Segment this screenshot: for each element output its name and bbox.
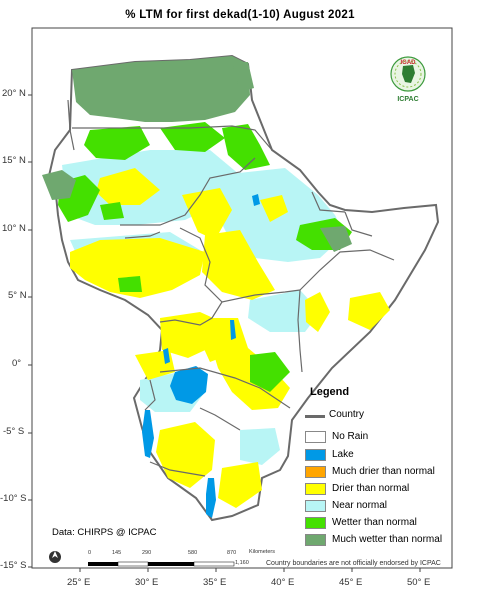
- lon-label-25e: 25° E: [67, 577, 91, 588]
- legend-item-wetter: Wetter than normal: [305, 517, 475, 531]
- scale-bar: 0 145 290 580 870 1,160 Kilometers: [85, 549, 275, 568]
- scale-tick: 0: [88, 550, 92, 556]
- lakes: [142, 194, 260, 518]
- scale-tick: 290: [142, 550, 152, 556]
- country-line-swatch: [305, 415, 325, 418]
- scale-bar-graphic: [88, 561, 235, 567]
- north-arrow: [49, 551, 61, 563]
- map-title: % LTM for first dekad(1-10) August 2021: [125, 9, 355, 21]
- legend-country-label: Country: [329, 409, 365, 420]
- legend-item-drier: Drier than normal: [305, 483, 475, 497]
- lake-turkana: [230, 320, 236, 340]
- logo-bottom-text: ICPAC: [397, 96, 419, 103]
- lake-malawi: [206, 478, 216, 518]
- igad-emblem-icon: IGAD: [390, 56, 426, 92]
- legend-label: Much drier than normal: [332, 466, 435, 477]
- boundary-disclaimer: Country boundaries are not officially en…: [266, 560, 441, 567]
- lon-label-45e: 45° E: [339, 577, 363, 588]
- country-borders: [67, 99, 395, 477]
- legend-swatch: [305, 500, 326, 512]
- lat-label-15n: 15° N: [2, 155, 26, 166]
- lon-ticks: [79, 568, 421, 572]
- legend-item-much-drier: Much drier than normal: [305, 466, 475, 480]
- lat-label-10s: -10° S: [0, 493, 27, 504]
- logo-top-text: IGAD: [401, 60, 417, 66]
- legend-item-near-normal: Near normal: [305, 500, 475, 514]
- legend-label: Drier than normal: [332, 483, 410, 494]
- lat-label-5s: -5° S: [3, 426, 25, 437]
- legend-label: Wetter than normal: [332, 517, 417, 528]
- lat-ticks: [28, 94, 32, 568]
- lat-label-20n: 20° N: [2, 88, 26, 99]
- legend-swatch: [305, 466, 326, 478]
- legend-label: No Rain: [332, 431, 369, 442]
- data-credit: Data: CHIRPS @ ICPAC: [52, 527, 157, 538]
- lat-label-10n: 10° N: [2, 223, 26, 234]
- lon-label-50e: 50° E: [407, 577, 431, 588]
- legend-swatch: [305, 517, 326, 529]
- legend-country: Country: [305, 408, 465, 422]
- legend-item-no-rain: No Rain: [305, 431, 475, 445]
- lat-label-0: 0°: [12, 358, 22, 369]
- lat-label-5n: 5° N: [8, 290, 27, 301]
- map-frame: [31, 27, 453, 569]
- legend-swatch: [305, 431, 326, 443]
- scale-unit: Kilometers: [249, 549, 275, 555]
- legend-label: Near normal: [332, 500, 388, 511]
- legend-swatch: [305, 449, 326, 461]
- legend-label: Much wetter than normal: [332, 534, 443, 545]
- scale-tick: 580: [188, 550, 198, 556]
- lake-tana: [252, 194, 260, 206]
- legend-item-lake: Lake: [305, 449, 475, 463]
- legend-swatch: [305, 534, 326, 546]
- scale-tick: 145: [112, 550, 122, 556]
- legend-label: Lake: [332, 449, 354, 460]
- lake-albert: [163, 348, 170, 364]
- scale-tick: 1,160: [235, 560, 249, 566]
- scale-tick: 870: [227, 550, 237, 556]
- legend-title: Legend: [310, 386, 350, 398]
- lake-victoria: [170, 366, 208, 404]
- lon-label-40e: 40° E: [271, 577, 295, 588]
- lat-label-15s: -15° S: [0, 560, 27, 571]
- lon-label-30e: 30° E: [135, 577, 159, 588]
- legend-swatch: [305, 483, 326, 495]
- much-wetter-zones: [42, 56, 352, 252]
- legend-item-much-wetter: Much wetter than normal: [305, 534, 475, 548]
- lon-label-35e: 35° E: [203, 577, 227, 588]
- icpac-logo: IGAD ICPAC: [386, 54, 430, 108]
- lake-tanganyika: [142, 410, 154, 458]
